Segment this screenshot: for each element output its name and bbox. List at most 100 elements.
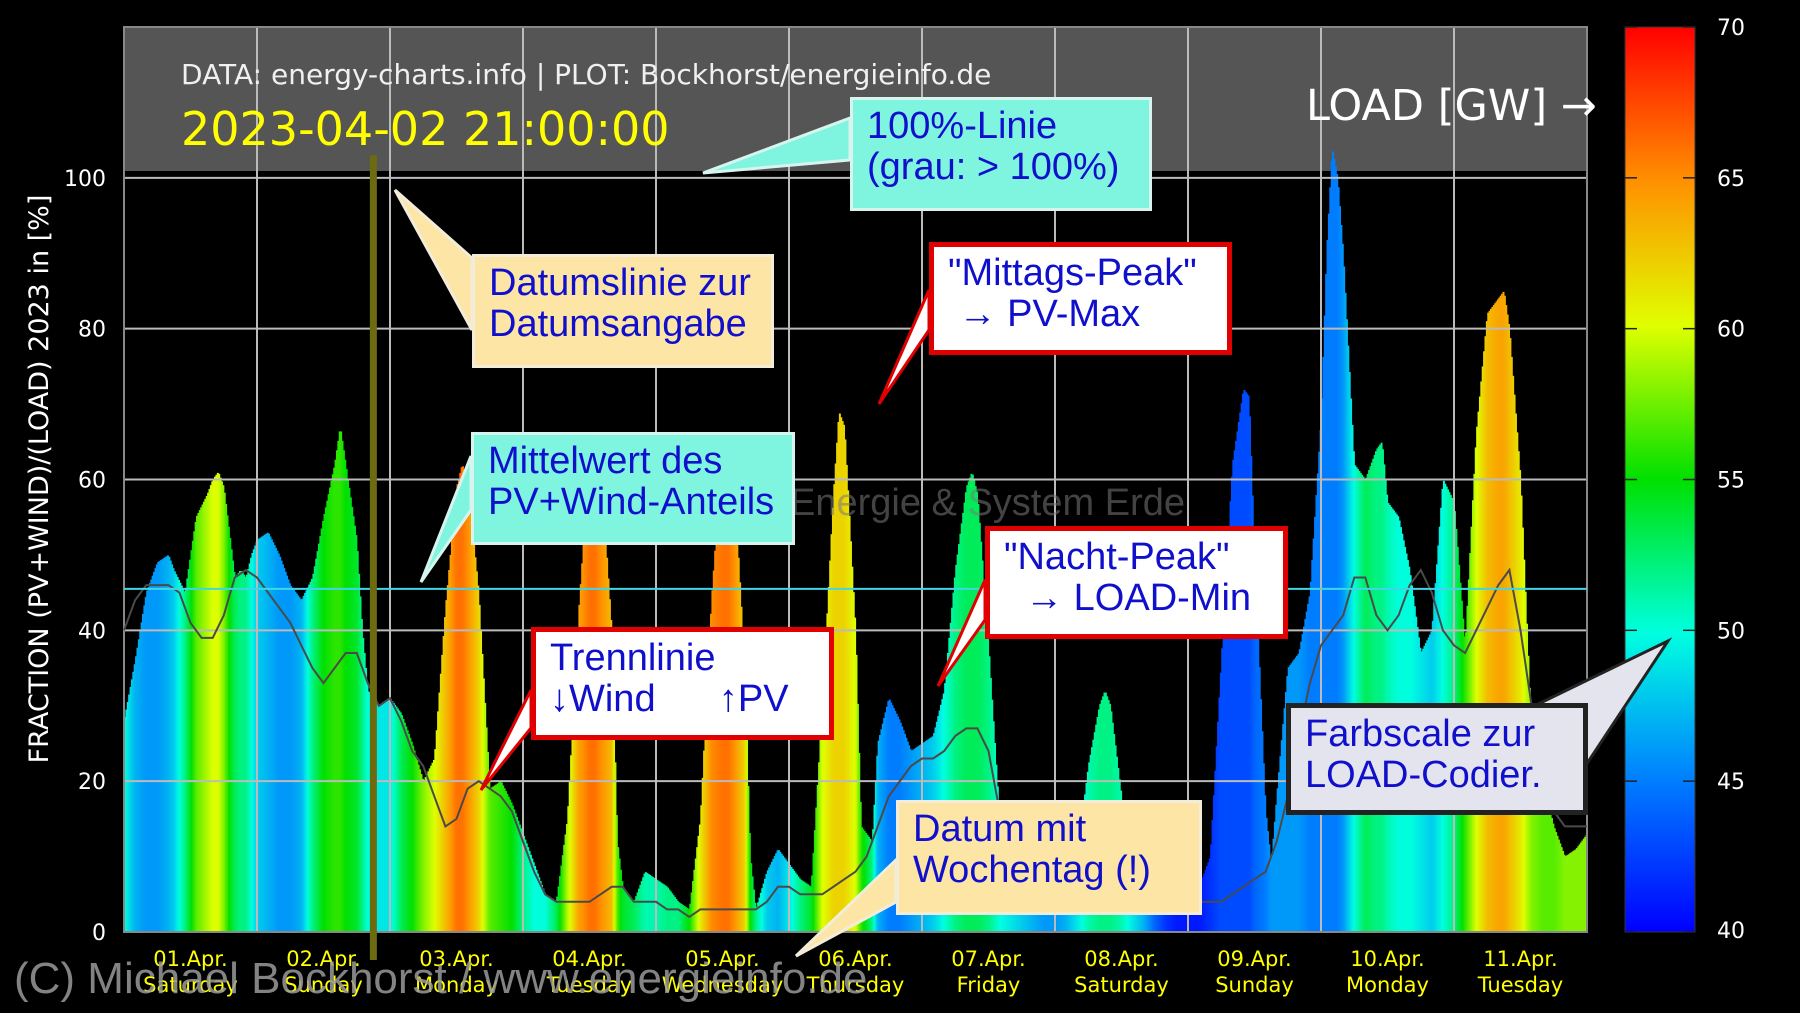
area-strip [1546,800,1549,932]
area-strip [865,833,868,932]
area-strip [825,639,828,932]
x-tick-weekday: Sunday [284,973,363,997]
area-strip [367,691,370,932]
area-strip [417,764,420,932]
area-strip [326,500,329,932]
area-strip [1476,426,1479,932]
area-strip [347,478,350,932]
area-strip [563,844,566,932]
area-strip [1036,898,1039,932]
area-strip [352,516,355,932]
area-strip [689,903,692,932]
area-strip [545,894,548,932]
area-strip [193,531,196,932]
area-strip [822,692,825,932]
area-strip [982,579,985,932]
area-strip [1329,187,1332,932]
area-strip [180,585,183,932]
area-strip [204,498,207,932]
area-strip [685,907,688,932]
area-strip [262,535,265,932]
area-strip [606,557,609,932]
area-strip [401,715,404,932]
area-strip [884,712,887,932]
area-strip [1562,850,1565,932]
area-strip [396,708,399,932]
area-strip [805,883,808,932]
area-strip [565,824,568,932]
area-strip [518,824,521,932]
area-strip [513,809,516,932]
y-tick-label: 100 [64,167,106,192]
area-strip [277,553,280,932]
area-strip [1269,857,1272,932]
area-strip [312,573,315,932]
area-strip [1570,852,1573,932]
area-strip [1514,413,1517,932]
area-strip [1359,472,1362,932]
area-strip [534,866,537,932]
area-strip [614,762,617,932]
area-strip [637,888,640,932]
area-strip [399,712,402,932]
area-strip [409,737,412,932]
area-strip [154,568,157,932]
area-strip [1354,465,1357,932]
area-strip [130,679,133,932]
area-strip [340,431,343,932]
area-strip [538,877,541,932]
area-strip [987,635,990,932]
area-strip [1584,836,1587,932]
area-strip [157,561,160,932]
area-strip [142,613,144,932]
area-strip [245,574,248,932]
area-strip [1260,699,1263,932]
area-strip [395,706,398,932]
area-strip [1358,471,1361,932]
area-strip [268,533,271,932]
y-tick-label: 80 [78,318,106,343]
x-tick-date: 06.Apr. [818,947,892,971]
area-strip [631,899,634,932]
area-strip [1218,697,1221,932]
area-strip [1582,838,1585,932]
area-strip [168,556,171,932]
area-strip [345,469,348,932]
area-strip [421,778,424,932]
area-strip [542,888,545,932]
area-strip [1265,817,1268,932]
area-strip [985,617,988,932]
area-strip [712,570,715,932]
area-strip [649,874,652,932]
area-strip [486,751,489,932]
x-tick-date: 10.Apr. [1350,947,1424,971]
area-strip [618,858,621,932]
area-strip [1233,450,1236,932]
area-strip [1377,446,1380,932]
area-strip [888,699,891,932]
area-strip [841,421,844,932]
area-strip [481,653,484,932]
area-strip [843,424,846,932]
area-strip [1316,473,1319,932]
area-strip [1248,416,1251,933]
area-strip [829,560,832,932]
area-strip [435,730,438,932]
area-strip [265,533,268,932]
area-strip [330,480,333,932]
area-strip [288,583,291,932]
area-strip [1535,755,1538,932]
area-strip [852,592,855,932]
area-strip [815,807,818,932]
area-strip [952,592,955,933]
wind-separator-line [123,567,1587,919]
area-strip [686,907,689,932]
area-strip [564,834,567,932]
x-tick-date: 11.Apr. [1483,947,1557,971]
area-strip [962,512,965,932]
area-strip [222,485,225,932]
area-strip [833,484,836,932]
area-strip [1516,432,1519,932]
area-strip [511,805,514,932]
area-strip [463,470,466,932]
